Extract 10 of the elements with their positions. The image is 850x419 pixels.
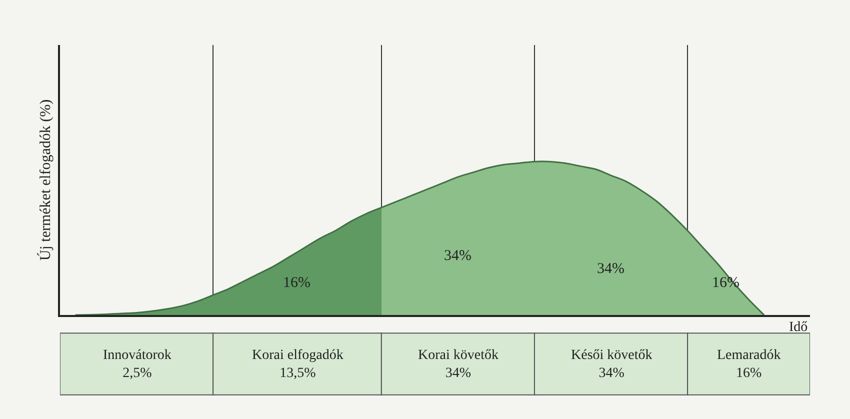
- text: Innovátorok 2,5%: [103, 348, 172, 382]
- text: Késői követők 34%: [571, 348, 652, 382]
- annotation: 34%: [597, 261, 624, 277]
- text: Lemaradók 16%: [717, 348, 781, 382]
- text: Korai követők 34%: [418, 348, 498, 382]
- text: Korai elfogadók 13,5%: [252, 348, 344, 382]
- x-axis-title: Idő: [789, 320, 808, 335]
- y-axis-title: Új terméket elfogadók (%): [36, 99, 54, 261]
- annotation: 34%: [444, 248, 472, 264]
- annotation: 16%: [283, 275, 310, 291]
